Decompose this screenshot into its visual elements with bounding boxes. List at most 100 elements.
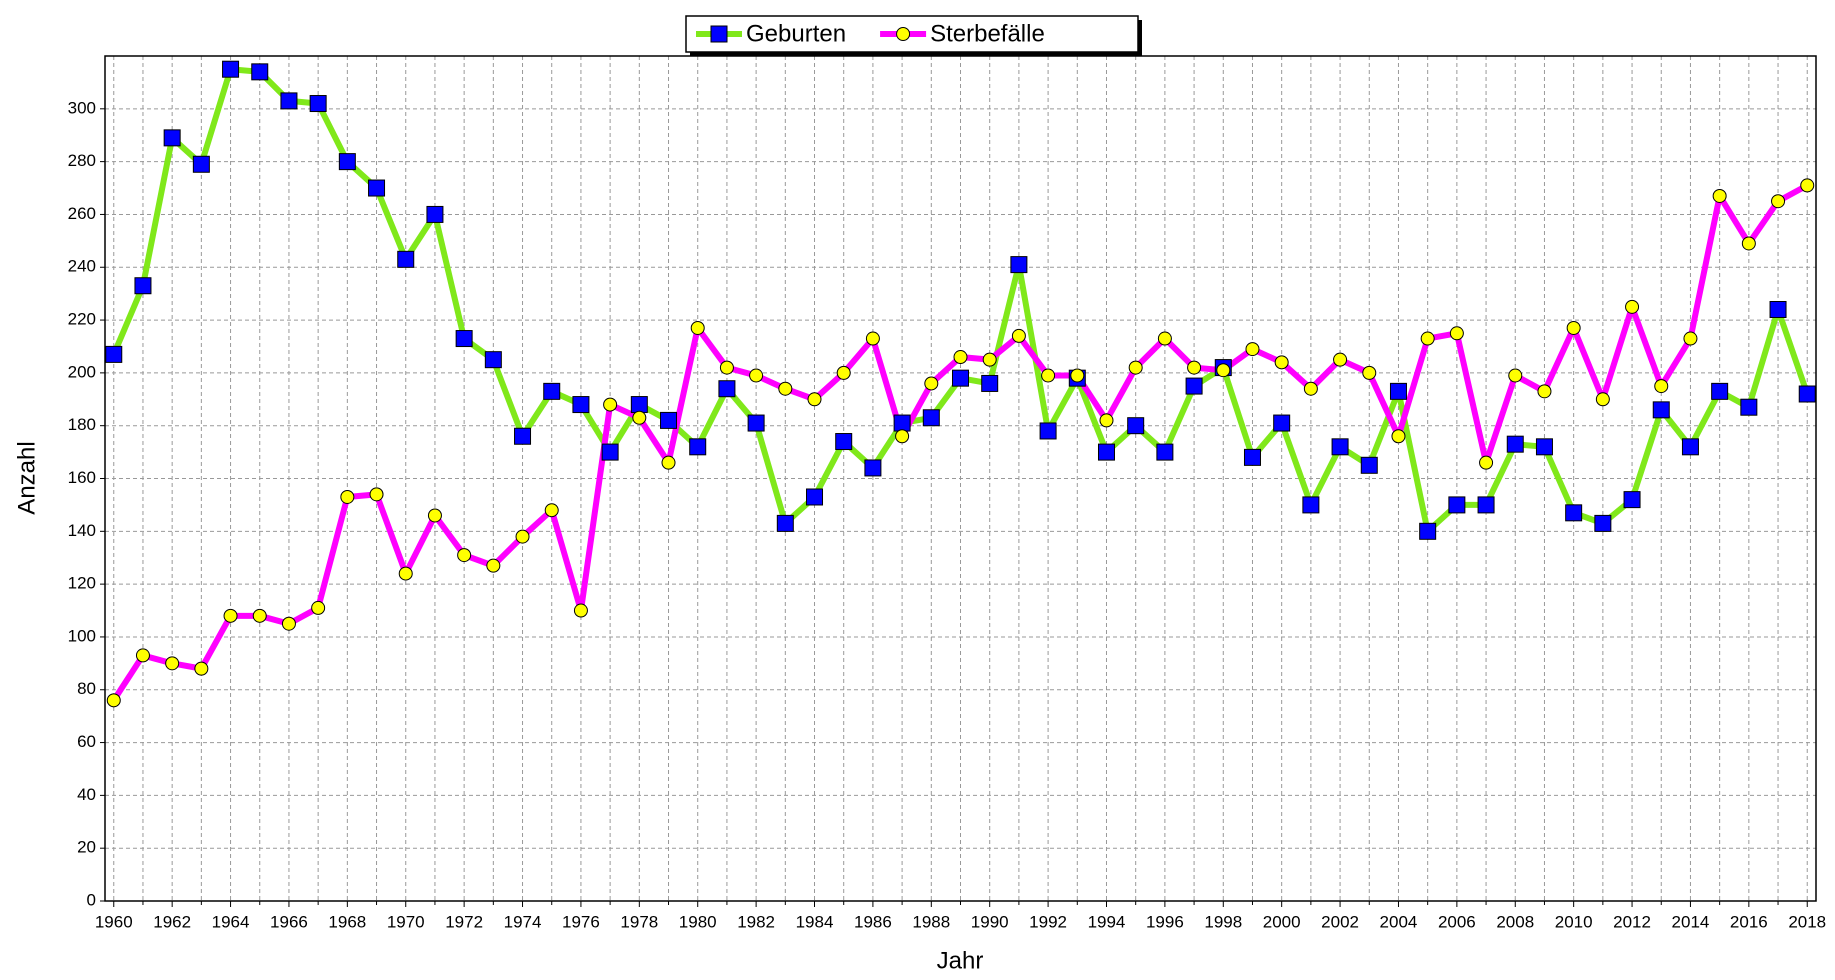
marker: [1274, 355, 1289, 370]
marker: [895, 429, 910, 444]
marker: [1391, 429, 1406, 444]
x-tick-label: 1996: [1146, 912, 1184, 931]
marker: [747, 414, 765, 432]
marker: [457, 548, 472, 563]
x-tick-label: 1974: [504, 912, 542, 931]
marker: [134, 277, 152, 295]
y-tick-label: 20: [77, 838, 96, 857]
marker: [106, 693, 121, 708]
marker: [309, 95, 327, 113]
marker: [1389, 382, 1407, 400]
x-tick-label: 1972: [445, 912, 483, 931]
marker: [543, 382, 561, 400]
y-tick-label: 240: [68, 257, 96, 276]
marker: [1449, 326, 1464, 341]
marker: [252, 608, 267, 623]
marker: [1187, 360, 1202, 375]
marker: [1041, 368, 1056, 383]
marker: [398, 566, 413, 581]
x-tick-label: 2010: [1555, 912, 1593, 931]
marker: [982, 352, 997, 367]
marker: [1711, 382, 1729, 400]
marker: [1508, 368, 1523, 383]
x-tick-label: 2004: [1380, 912, 1418, 931]
marker: [1712, 188, 1727, 203]
x-tick-label: 1964: [212, 912, 250, 931]
marker: [1011, 328, 1026, 343]
legend-label: Geburten: [746, 20, 846, 47]
marker: [280, 92, 298, 110]
marker: [1625, 299, 1640, 314]
y-tick-label: 140: [68, 521, 96, 540]
marker: [455, 330, 473, 348]
marker: [251, 63, 269, 81]
marker: [1185, 377, 1203, 395]
y-tick-label: 200: [68, 362, 96, 381]
marker: [1741, 236, 1756, 251]
marker: [1216, 363, 1231, 378]
marker: [1331, 438, 1349, 456]
marker: [924, 376, 939, 391]
x-tick-label: 2008: [1496, 912, 1534, 931]
marker: [1362, 365, 1377, 380]
marker: [1420, 331, 1435, 346]
marker: [718, 380, 736, 398]
x-tick-label: 2012: [1613, 912, 1651, 931]
x-tick-label: 1998: [1204, 912, 1242, 931]
x-tick-label: 1994: [1088, 912, 1126, 931]
marker: [690, 320, 705, 335]
marker: [603, 397, 618, 412]
y-tick-label: 100: [68, 626, 96, 645]
marker: [630, 396, 648, 414]
marker: [1097, 443, 1115, 461]
marker: [1769, 301, 1787, 318]
marker: [1156, 443, 1174, 461]
marker: [1654, 379, 1669, 394]
x-tick-label: 1966: [270, 912, 308, 931]
marker: [719, 360, 734, 375]
marker: [1477, 496, 1495, 514]
marker: [1243, 448, 1261, 466]
marker: [689, 438, 707, 456]
marker: [1566, 320, 1581, 335]
marker: [311, 600, 326, 615]
marker: [1273, 414, 1291, 432]
marker: [194, 661, 209, 676]
marker: [1771, 194, 1786, 209]
marker: [340, 489, 355, 504]
marker: [952, 369, 969, 387]
marker: [749, 368, 764, 383]
marker: [865, 331, 880, 346]
y-tick-label: 220: [68, 310, 96, 329]
x-tick-label: 1986: [854, 912, 892, 931]
x-tick-label: 1968: [328, 912, 366, 931]
marker: [165, 656, 180, 671]
x-tick-label: 1984: [796, 912, 834, 931]
y-tick-label: 0: [87, 890, 96, 909]
x-tick-label: 2014: [1672, 912, 1710, 931]
marker: [222, 60, 240, 78]
marker: [864, 459, 882, 477]
marker: [661, 455, 676, 470]
y-tick-label: 60: [77, 732, 96, 751]
y-tick-label: 120: [68, 574, 96, 593]
x-tick-label: 1988: [912, 912, 950, 931]
y-tick-label: 80: [77, 679, 96, 698]
x-axis-label: Jahr: [937, 947, 984, 974]
marker: [1652, 401, 1670, 419]
x-tick-label: 1982: [737, 912, 775, 931]
x-tick-label: 1962: [153, 912, 191, 931]
marker: [660, 411, 678, 429]
marker: [1039, 422, 1057, 440]
y-tick-label: 180: [68, 415, 96, 434]
marker: [1683, 331, 1698, 346]
marker: [1157, 331, 1172, 346]
y-tick-label: 300: [68, 98, 96, 117]
marker: [223, 608, 238, 623]
y-tick-label: 260: [68, 204, 96, 223]
marker: [981, 374, 999, 392]
marker: [1506, 435, 1524, 453]
marker: [486, 558, 501, 573]
